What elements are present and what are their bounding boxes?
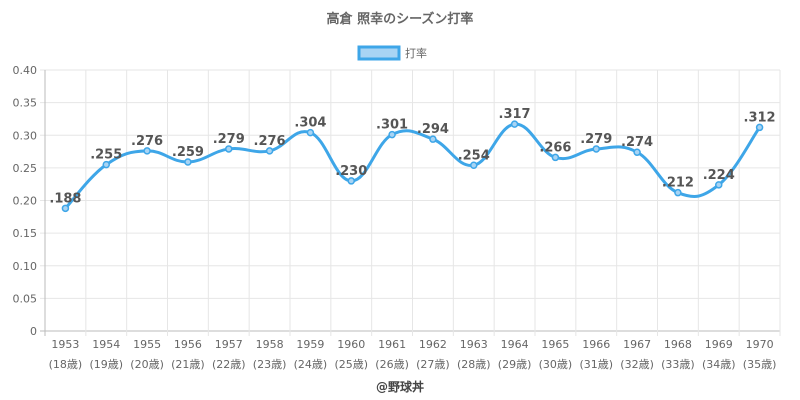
- x-tick-age-label: (34歳): [702, 358, 736, 371]
- x-tick-age-label: (18歳): [49, 358, 83, 371]
- y-tick-label: 0.30: [13, 129, 38, 142]
- gridlines: [40, 69, 781, 336]
- x-tick-label: 1959: [296, 338, 324, 351]
- data-point[interactable]: [347, 177, 355, 185]
- x-tick-age-label: (25歳): [334, 358, 368, 371]
- data-point[interactable]: [184, 158, 192, 166]
- x-tick-label: 1970: [746, 338, 774, 351]
- x-tick-label: 1961: [378, 338, 406, 351]
- data-point[interactable]: [429, 135, 437, 143]
- x-tick-age-label: (27歳): [416, 358, 450, 371]
- y-tick-label: 0.25: [13, 162, 38, 175]
- x-tick-age-label: (21歳): [171, 358, 205, 371]
- y-axis: 0 0.05 0.10 0.15 0.20 0.25 0.30 0.35 0.40: [13, 64, 38, 338]
- x-tick-label: 1962: [419, 338, 447, 351]
- data-label: .224: [703, 168, 735, 183]
- x-tick-label: 1964: [501, 338, 529, 351]
- data-point[interactable]: [755, 123, 764, 132]
- y-tick-label: 0.05: [13, 292, 38, 305]
- data-label: .274: [621, 135, 653, 150]
- y-tick-label: 0.40: [13, 64, 38, 77]
- x-tick-label: 1957: [215, 338, 243, 351]
- x-tick-label: 1967: [623, 338, 651, 351]
- x-tick-label: 1969: [705, 338, 733, 351]
- data-point[interactable]: [143, 147, 151, 155]
- data-point[interactable]: [592, 145, 600, 153]
- data-label: .279: [213, 132, 245, 147]
- x-tick-label: 1955: [133, 338, 161, 351]
- x-tick-age-label: (30歳): [539, 358, 573, 371]
- data-point[interactable]: [306, 128, 315, 137]
- x-tick-label: 1954: [92, 338, 120, 351]
- x-tick-age-label: (19歳): [89, 358, 123, 371]
- data-point[interactable]: [265, 147, 274, 155]
- data-point[interactable]: [633, 148, 641, 156]
- data-label: .312: [744, 110, 776, 125]
- y-tick-label: 0.20: [13, 195, 38, 208]
- x-tick-age-label: (31歳): [579, 358, 613, 371]
- data-point[interactable]: [510, 120, 519, 128]
- y-tick-label: 0.35: [13, 97, 38, 110]
- x-axis: 1953 (18歳) 1954 (19歳) 1955 (20歳) 1956 (21歳) 1957…: [49, 338, 777, 371]
- data-label: .212: [662, 176, 694, 191]
- x-tick-label: 1966: [582, 338, 610, 351]
- x-tick-age-label: (24歳): [294, 358, 328, 371]
- data-point[interactable]: [225, 145, 233, 153]
- legend-swatch: [357, 45, 401, 61]
- data-label: .279: [580, 132, 612, 147]
- data-label: .254: [458, 148, 490, 163]
- x-tick-age-label: (28歳): [457, 358, 491, 371]
- data-label: .294: [417, 122, 449, 137]
- data-point[interactable]: [674, 188, 682, 197]
- x-tick-label: 1963: [460, 338, 488, 351]
- credit-text: @野球丼: [376, 379, 424, 394]
- x-tick-age-label: (33歳): [661, 358, 695, 371]
- legend[interactable]: 打率: [357, 45, 427, 61]
- data-label: .276: [131, 134, 163, 149]
- data-point[interactable]: [388, 130, 396, 139]
- x-tick-age-label: (35歳): [743, 358, 777, 371]
- data-label: .301: [376, 118, 408, 133]
- y-tick-label: 0.15: [13, 227, 38, 240]
- x-tick-age-label: (23歳): [253, 358, 287, 371]
- x-tick-label: 1965: [541, 338, 569, 351]
- y-tick-label: 0.10: [13, 260, 38, 273]
- data-label: .317: [499, 107, 531, 122]
- y-tick-label: 0: [30, 325, 37, 338]
- data-label: .259: [172, 145, 204, 160]
- legend-label: 打率: [405, 46, 427, 60]
- data-point[interactable]: [551, 153, 560, 162]
- x-tick-label: 1960: [337, 338, 365, 351]
- data-label: .266: [539, 140, 571, 155]
- data-point[interactable]: [61, 204, 70, 213]
- data-label: .255: [90, 148, 122, 163]
- data-point[interactable]: [102, 160, 110, 169]
- data-labels: .188 .255 .276 .259 .279 .276 .304 .230 .301 .294…: [49, 107, 775, 206]
- data-points: [61, 120, 764, 213]
- data-point[interactable]: [715, 181, 723, 189]
- x-tick-age-label: (22歳): [212, 358, 246, 371]
- x-tick-age-label: (32歳): [620, 358, 654, 371]
- data-label: .230: [335, 164, 367, 179]
- x-tick-label: 1953: [51, 338, 79, 351]
- x-tick-age-label: (20歳): [130, 358, 164, 371]
- chart-title: 高倉 照幸のシーズン打率: [327, 11, 474, 27]
- data-label: .304: [294, 116, 326, 131]
- data-label: .188: [49, 191, 81, 206]
- x-tick-label: 1956: [174, 338, 202, 351]
- data-point[interactable]: [470, 161, 478, 170]
- x-tick-label: 1968: [664, 338, 692, 351]
- x-tick-label: 1958: [256, 338, 284, 351]
- data-label: .276: [254, 134, 286, 149]
- x-tick-age-label: (26歳): [375, 358, 409, 371]
- x-tick-age-label: (29歳): [498, 358, 532, 371]
